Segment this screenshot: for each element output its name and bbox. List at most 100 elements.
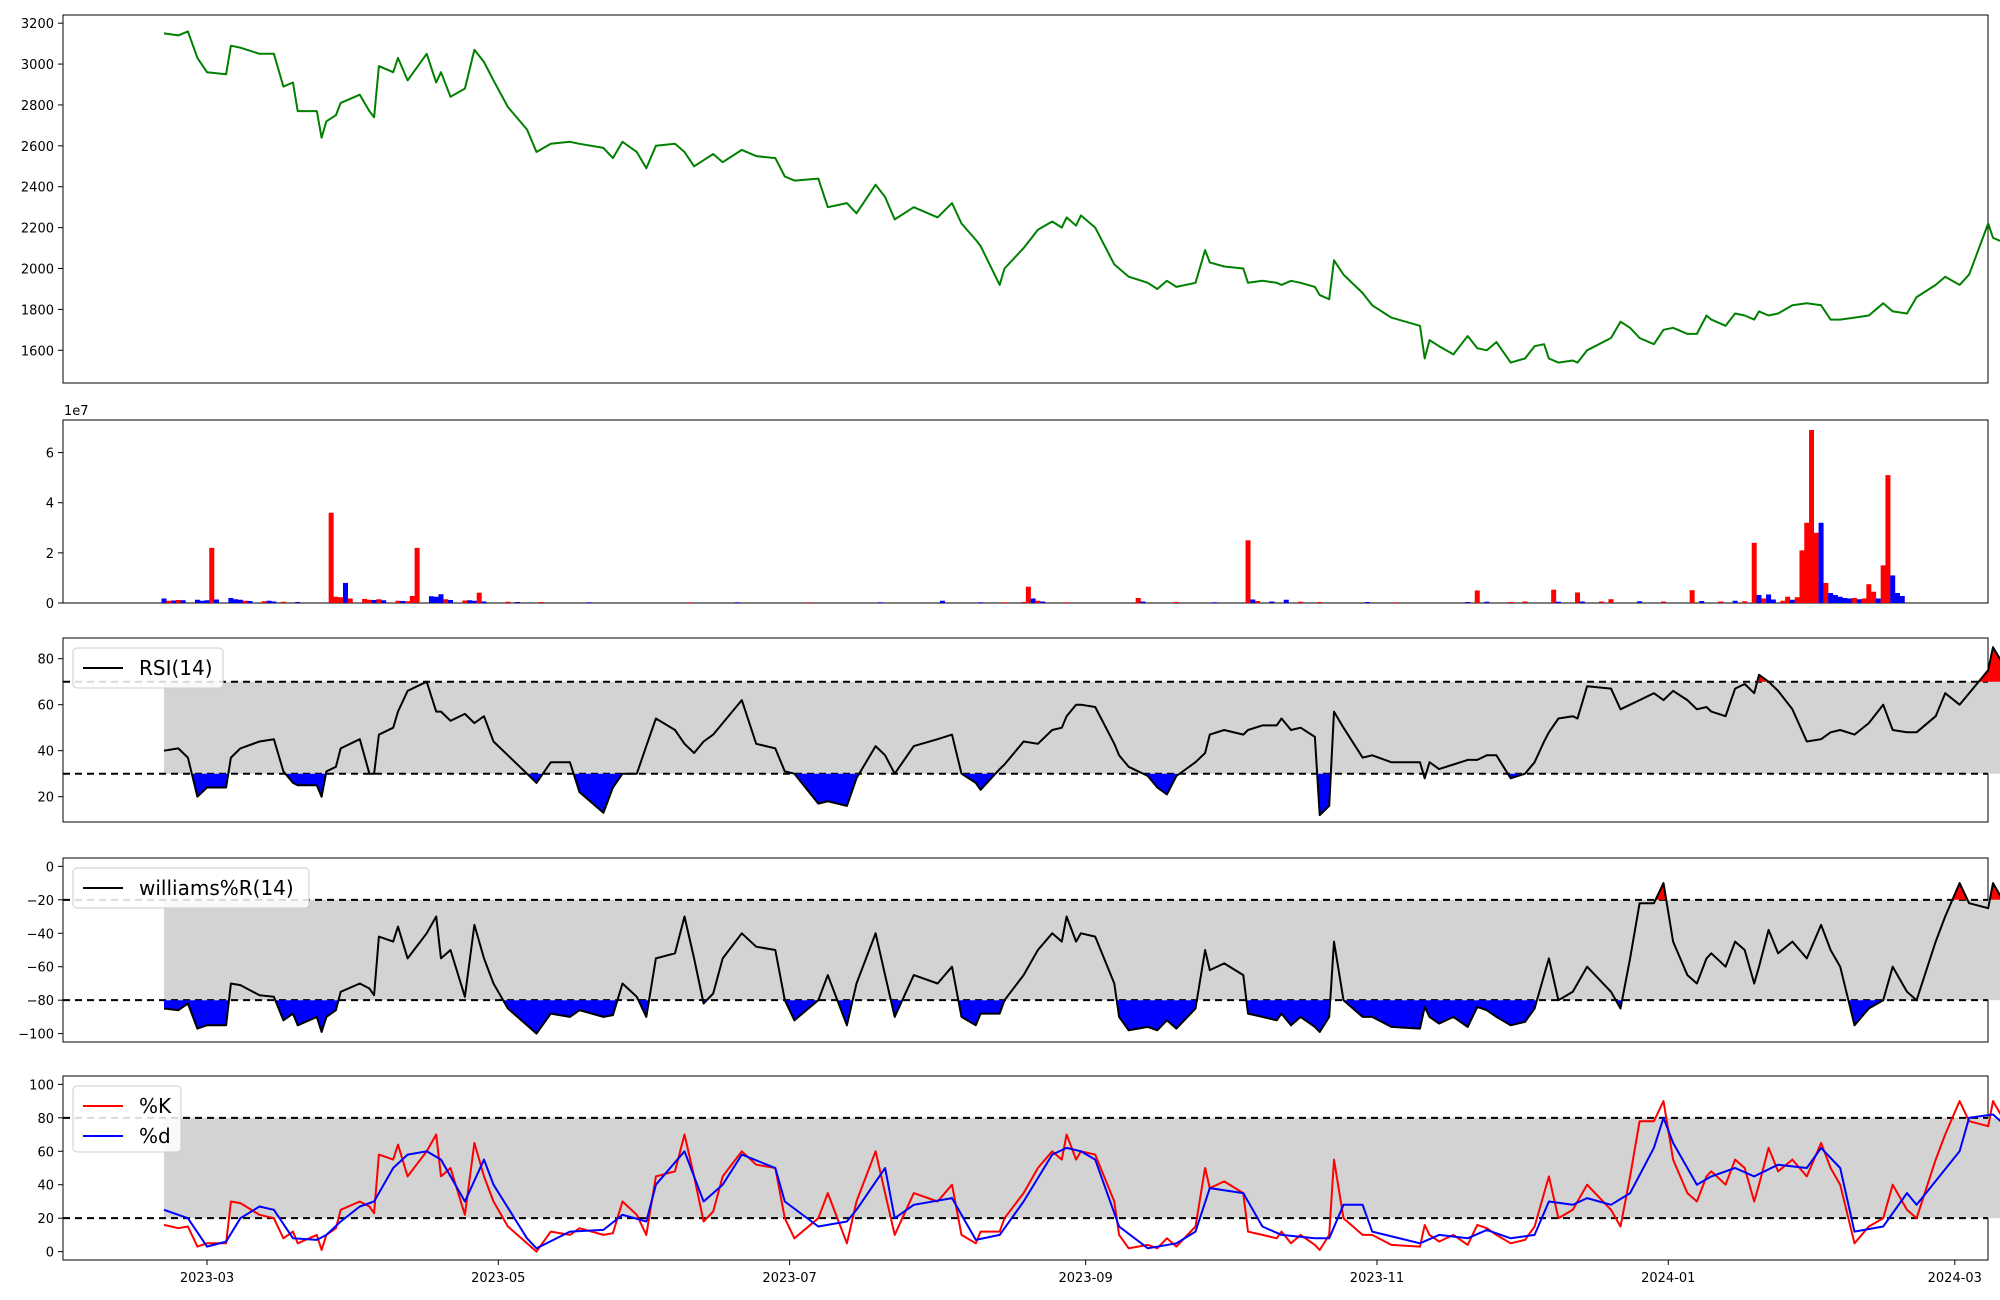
volume-bar	[175, 599, 181, 603]
volume-bar	[1794, 597, 1800, 603]
volume-bar	[1689, 590, 1695, 603]
volume-bar	[1364, 601, 1370, 603]
volume-bar	[166, 600, 172, 603]
volume-bar	[295, 601, 301, 603]
y-tick-label: 2400	[21, 181, 54, 196]
volume-bar	[237, 599, 243, 603]
volume-bar	[1212, 602, 1218, 603]
volume-bar	[1766, 594, 1772, 603]
oversold-fill	[961, 773, 996, 790]
price-panel: 1600 1800 2000 2200 2400 2600 2800 3000 3200	[21, 14, 2000, 384]
y-tick-label: 4	[46, 497, 54, 512]
volume-bar	[1780, 600, 1786, 603]
volume-bar	[1579, 601, 1585, 603]
y-tick-label: 2000	[21, 263, 54, 278]
legend-label: %d	[139, 1124, 171, 1148]
legend-label: %K	[139, 1094, 172, 1118]
volume-bar	[1852, 597, 1858, 603]
volume-bar	[1899, 595, 1905, 603]
x-tick-label: 2023-09	[1059, 1271, 1113, 1286]
y-tick-label: 80	[37, 1112, 54, 1127]
legend-box	[72, 867, 310, 909]
volume-bar	[161, 598, 167, 603]
oversold-fill	[164, 1000, 229, 1029]
volume-bar	[1699, 600, 1705, 603]
volume-bar	[1847, 598, 1853, 603]
volume-bar	[1842, 597, 1848, 603]
y-tick-label: 2	[46, 547, 54, 562]
neutral-band	[164, 681, 2000, 774]
overbought-fill	[1952, 883, 1968, 900]
y-tick-label: 1600	[21, 344, 54, 359]
volume-bar	[1551, 589, 1557, 603]
x-tick-label: 2023-07	[762, 1271, 816, 1286]
volume-bar	[1140, 601, 1146, 603]
y-tick-label: 0	[46, 1246, 54, 1261]
oversold-fill	[1143, 773, 1180, 795]
price-line	[163, 30, 2000, 364]
y-tick-label: 2600	[21, 140, 54, 155]
volume-bar	[1025, 586, 1031, 603]
volume-bar	[414, 547, 420, 603]
oversold-fill	[1848, 1000, 1884, 1026]
volume-bar	[371, 599, 377, 603]
oversold-fill	[1246, 1000, 1331, 1032]
y-tick-label: 3000	[21, 58, 54, 73]
volume-bar	[1880, 565, 1886, 603]
volume-bar	[204, 600, 210, 603]
oversold-fill	[191, 773, 229, 797]
volume-bar	[1832, 594, 1838, 603]
volume-offset-label: 1e7	[64, 404, 89, 419]
volume-bar	[505, 601, 511, 603]
volume-bar	[1283, 599, 1289, 603]
volume-bar	[328, 512, 334, 603]
volume-bar	[1474, 590, 1480, 603]
x-tick-label: 2023-03	[180, 1271, 234, 1286]
y-tick-label: 0	[46, 860, 54, 875]
volume-bar	[1250, 599, 1256, 603]
volume-bar	[280, 601, 286, 603]
volume-bar	[338, 597, 344, 603]
volume-bar	[1885, 475, 1891, 603]
volume-bar	[1718, 601, 1724, 603]
volume-bar	[1804, 522, 1810, 603]
volume-bar	[180, 600, 186, 603]
volume-bar	[1173, 601, 1179, 603]
y-tick-label: −60	[27, 961, 54, 976]
volume-bar	[1465, 601, 1471, 603]
volume-bar	[1555, 601, 1561, 603]
volume-bar	[1756, 594, 1762, 603]
volume-bar	[1828, 592, 1834, 603]
percent-d-line	[163, 1113, 2000, 1250]
volume-bar	[1637, 601, 1643, 603]
y-tick-label: 20	[37, 1212, 54, 1227]
volume-bar	[1064, 602, 1070, 603]
volume-bar	[467, 600, 473, 603]
volume-bar	[1135, 597, 1141, 603]
y-tick-label: 2800	[21, 99, 54, 114]
legend-label: RSI(14)	[139, 656, 213, 680]
y-tick-label: −80	[27, 994, 54, 1009]
volume-bar	[1742, 601, 1748, 603]
y-tick-label: −40	[27, 927, 54, 942]
x-tick-label: 2023-05	[471, 1271, 525, 1286]
x-tick-label: 2023-11	[1350, 1271, 1404, 1286]
volume-bar	[1823, 582, 1829, 603]
volume-bar	[366, 599, 372, 603]
volume-bar	[266, 600, 272, 603]
legend-box	[72, 647, 224, 689]
volume-bar	[1799, 550, 1805, 603]
y-tick-label: −100	[18, 1028, 54, 1043]
volume-bar	[1890, 575, 1896, 603]
volume-bar	[1837, 596, 1843, 603]
volume-bar	[438, 594, 444, 603]
volume-bar	[261, 601, 267, 603]
volume-bar	[1030, 598, 1036, 603]
volume-bar	[1522, 601, 1528, 603]
volume-bar	[443, 599, 449, 603]
volume-bar	[1856, 599, 1862, 603]
y-tick-label: 2200	[21, 222, 54, 237]
volume-bar	[448, 599, 454, 603]
volume-bar	[1818, 522, 1824, 603]
volume-bar	[939, 600, 945, 603]
